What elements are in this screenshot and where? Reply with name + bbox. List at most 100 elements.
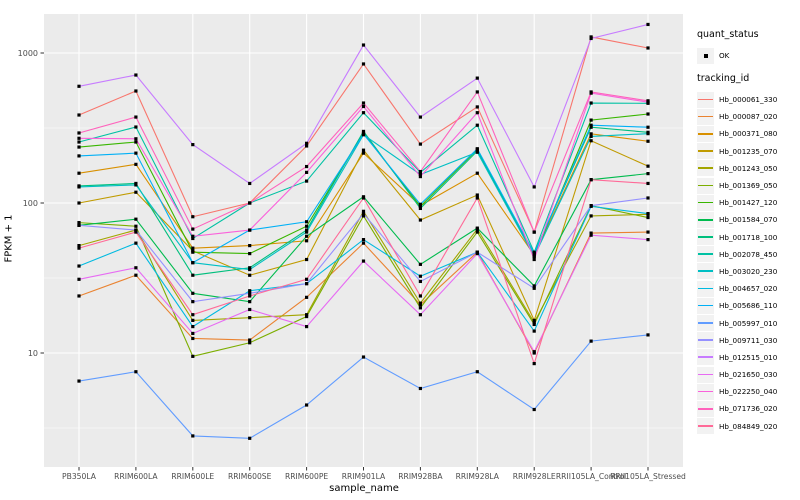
legend-item-label: Hb_001427_120: [719, 198, 778, 208]
x-tick-label: RRIM600LA: [114, 472, 158, 481]
data-point: [532, 320, 536, 324]
x-tick-label: RRIM928BA: [398, 472, 443, 481]
data-point: [418, 306, 422, 310]
legend-key-swatch: [697, 108, 714, 125]
y-axis-title: FPKM + 1: [3, 214, 15, 263]
data-point: [589, 214, 593, 218]
data-point: [134, 217, 138, 221]
data-point: [418, 279, 422, 284]
data-point: [532, 284, 536, 288]
data-point: [248, 201, 252, 205]
data-point: [361, 132, 366, 136]
data-point: [134, 162, 138, 166]
data-point: [361, 148, 366, 152]
data-point: [475, 105, 479, 109]
data-point: [191, 250, 195, 254]
legend-key-swatch: [697, 211, 714, 228]
tracking-id-legend-title: tracking_id: [697, 73, 750, 84]
data-point: [475, 193, 479, 197]
series-line-icon: [698, 287, 713, 290]
data-point: [191, 434, 195, 438]
data-point: [361, 111, 366, 115]
data-point: [589, 118, 593, 122]
data-point: [475, 150, 479, 154]
data-point: [191, 300, 195, 304]
x-tick-label: RRIM928LE: [513, 472, 556, 481]
legend-key-swatch: [697, 366, 714, 383]
data-point: [305, 144, 309, 148]
data-point: [305, 220, 309, 224]
data-point: [475, 370, 479, 374]
data-point: [418, 301, 422, 305]
ok-point-icon: [703, 53, 708, 58]
legend-key-swatch: [697, 315, 714, 332]
data-point: [361, 104, 366, 109]
data-point: [532, 361, 536, 366]
data-point: [305, 314, 309, 319]
series-line-icon: [698, 132, 713, 135]
data-point: [191, 291, 195, 295]
y-tick-label: 10: [28, 349, 38, 358]
data-point: [418, 169, 422, 174]
data-point: [589, 233, 593, 237]
quant-status-legend-item: OK: [697, 47, 729, 64]
data-point: [305, 277, 309, 281]
legend-item-Hb_001427_120: Hb_001427_120: [697, 194, 777, 211]
data-point: [191, 215, 195, 219]
legend-key-swatch: [697, 91, 714, 108]
data-point: [475, 226, 479, 230]
legend-item-Hb_084849_020: Hb_084849_020: [697, 418, 777, 435]
legend-item-Hb_001718_100: Hb_001718_100: [697, 229, 777, 246]
data-point: [646, 22, 650, 27]
data-point: [589, 90, 593, 94]
data-point: [361, 209, 366, 213]
data-point: [532, 257, 536, 262]
data-point: [646, 230, 650, 234]
data-point: [134, 370, 138, 374]
data-point: [305, 228, 309, 232]
data-point: [134, 151, 138, 155]
legend-item-label: Hb_002078_450: [719, 249, 778, 259]
data-point: [361, 101, 366, 105]
legend-item-label: Hb_022250_040: [719, 387, 778, 397]
data-point: [589, 231, 593, 235]
quant-status-label: OK: [719, 51, 730, 61]
data-point: [248, 341, 252, 345]
legend-key-swatch: [697, 246, 714, 263]
legend-item-Hb_005997_010: Hb_005997_010: [697, 314, 777, 332]
data-point: [646, 164, 650, 168]
legend-item-Hb_071736_020: Hb_071736_020: [697, 400, 777, 417]
data-point: [646, 139, 650, 143]
data-point: [361, 151, 366, 155]
data-point: [475, 76, 479, 80]
data-point: [418, 115, 422, 119]
data-point: [589, 132, 593, 136]
series-line-icon: [698, 167, 713, 169]
data-point: [305, 164, 309, 169]
data-point: [532, 318, 536, 322]
data-point: [77, 221, 81, 225]
data-point: [532, 407, 536, 412]
legend-key-swatch: [697, 400, 714, 417]
legend-key-swatch: [697, 177, 714, 194]
data-point: [418, 262, 422, 266]
y-tick-label: 1000: [18, 49, 38, 58]
data-point: [77, 131, 81, 135]
data-point: [589, 123, 593, 127]
legend-item-label: Hb_001243_050: [719, 163, 778, 173]
legend-item-label: Hb_003020_230: [719, 266, 778, 276]
series-line-icon: [698, 270, 713, 273]
series-line-icon: [698, 184, 713, 187]
legend-item-Hb_004657_020: Hb_004657_020: [697, 280, 777, 297]
legend-item-Hb_001243_050: Hb_001243_050: [697, 160, 777, 177]
data-point: [134, 273, 138, 277]
data-point: [361, 62, 366, 66]
data-point: [305, 295, 309, 299]
data-point: [248, 436, 252, 440]
legend-item-Hb_022250_040: Hb_022250_040: [697, 383, 777, 400]
data-point: [475, 251, 479, 256]
series-line-icon: [698, 425, 713, 427]
data-point: [418, 386, 422, 391]
data-point: [646, 211, 650, 216]
data-point: [532, 230, 536, 234]
